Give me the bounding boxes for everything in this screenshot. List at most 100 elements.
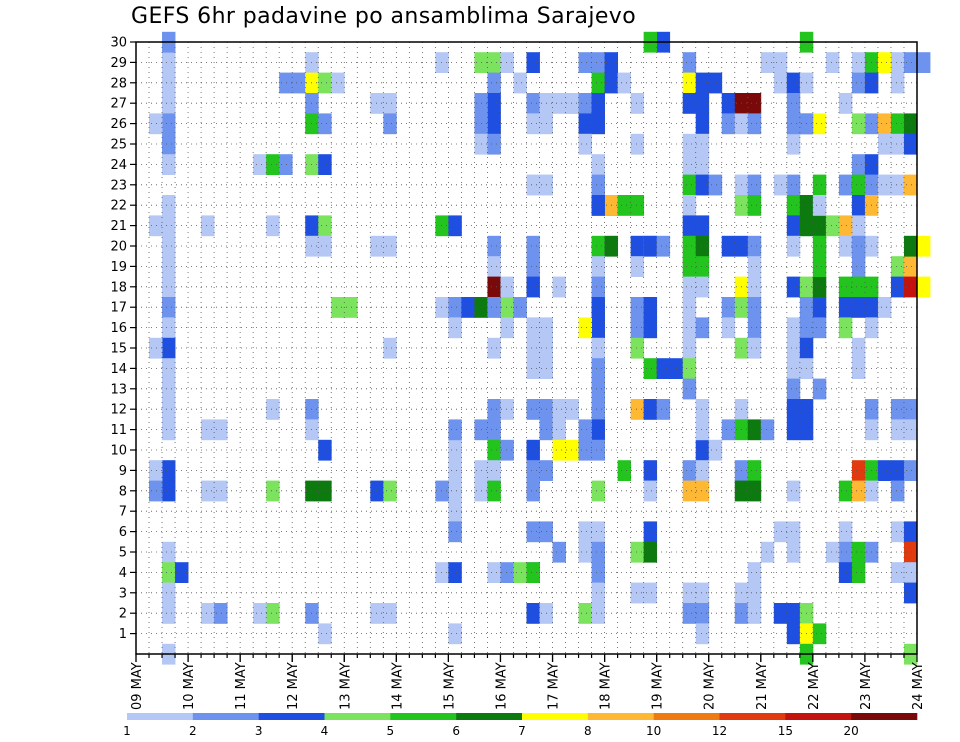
heatmap-cell bbox=[448, 501, 462, 522]
heatmap-cell bbox=[721, 297, 736, 318]
y-tick-label: 16 bbox=[110, 321, 127, 336]
heatmap-cell bbox=[708, 174, 723, 196]
heatmap-cell bbox=[630, 317, 645, 339]
heatmap-cell bbox=[786, 235, 801, 257]
heatmap-cell bbox=[591, 378, 605, 400]
heatmap-cell bbox=[695, 154, 710, 175]
x-tick-label: 23 MAY bbox=[859, 662, 874, 710]
heatmap-cell bbox=[695, 113, 710, 135]
heatmap-cell bbox=[526, 93, 540, 114]
heatmap-cell bbox=[695, 72, 710, 94]
heatmap-cell bbox=[591, 419, 605, 441]
y-tick-label: 3 bbox=[119, 586, 127, 601]
heatmap-cell bbox=[890, 562, 905, 583]
y-tick-label: 6 bbox=[119, 525, 127, 540]
heatmap-cell bbox=[487, 256, 501, 277]
colorbar-label: 7 bbox=[518, 724, 526, 738]
heatmap-cell bbox=[279, 72, 293, 94]
heatmap-cell bbox=[695, 399, 710, 420]
heatmap-cell bbox=[747, 480, 762, 502]
heatmap-cell bbox=[812, 256, 827, 277]
y-tick-label: 28 bbox=[110, 76, 127, 91]
y-tick-label: 30 bbox=[110, 36, 127, 51]
heatmap-cell bbox=[591, 358, 605, 379]
heatmap-cell bbox=[630, 582, 645, 604]
heatmap-cell bbox=[695, 419, 710, 441]
heatmap-cell bbox=[487, 113, 501, 135]
heatmap-cell bbox=[643, 297, 658, 318]
heatmap-cell bbox=[162, 541, 176, 563]
colorbar-swatch bbox=[785, 713, 852, 720]
colorbar-swatch bbox=[522, 713, 589, 720]
heatmap-cell bbox=[695, 276, 710, 298]
x-tick-label: 12 MAY bbox=[286, 662, 301, 710]
heatmap-cell bbox=[643, 235, 658, 257]
heatmap-cell bbox=[903, 460, 918, 481]
heatmap-cell bbox=[591, 317, 605, 339]
heatmap-cell bbox=[435, 480, 449, 502]
heatmap-cell bbox=[903, 174, 918, 196]
heatmap-cell bbox=[747, 195, 762, 216]
heatmap-cell bbox=[825, 215, 840, 237]
heatmap-cell bbox=[370, 480, 384, 502]
heatmap-cell bbox=[786, 521, 801, 543]
heatmap-cell bbox=[695, 439, 710, 461]
x-tick-label: 20 MAY bbox=[703, 662, 718, 710]
heatmap-cell bbox=[643, 358, 658, 379]
colorbar-label: 6 bbox=[452, 724, 460, 738]
heatmap-cell bbox=[877, 113, 892, 135]
y-tick-label: 17 bbox=[110, 301, 127, 316]
heatmap-cell bbox=[162, 419, 176, 441]
heatmap-cell bbox=[513, 562, 527, 583]
heatmap-cell bbox=[201, 480, 215, 502]
heatmap-cell bbox=[448, 317, 462, 339]
y-tick-label: 7 bbox=[119, 505, 127, 520]
heatmap-cell bbox=[903, 582, 918, 604]
heatmap-cell bbox=[162, 93, 176, 114]
heatmap-cell bbox=[162, 399, 176, 420]
heatmap-cell bbox=[786, 317, 801, 339]
heatmap-cell bbox=[617, 460, 632, 481]
heatmap-cell bbox=[591, 195, 605, 216]
heatmap-cell bbox=[747, 174, 762, 196]
colorbar-label: 20 bbox=[844, 724, 859, 738]
heatmap-cell bbox=[591, 562, 605, 583]
heatmap-cell bbox=[682, 256, 697, 277]
heatmap-cell bbox=[552, 93, 566, 114]
heatmap-cell bbox=[695, 256, 710, 277]
heatmap-cell bbox=[747, 297, 762, 318]
heatmap-cell bbox=[383, 337, 397, 359]
heatmap-cell bbox=[591, 93, 605, 114]
colorbar-swatch bbox=[324, 713, 391, 720]
heatmap-cell bbox=[682, 460, 697, 481]
heatmap-cell bbox=[643, 521, 658, 543]
heatmap-cell bbox=[682, 215, 697, 237]
heatmap-cell bbox=[591, 541, 605, 563]
heatmap-cell bbox=[630, 256, 645, 277]
heatmap-cell bbox=[526, 358, 540, 379]
y-tick-label: 18 bbox=[110, 280, 127, 295]
heatmap-cell bbox=[877, 133, 892, 155]
x-tick-label: 19 MAY bbox=[651, 662, 666, 710]
heatmap-cell bbox=[526, 562, 540, 583]
heatmap-cell bbox=[149, 113, 163, 135]
heatmap-cell bbox=[630, 297, 645, 318]
x-tick-label: 24 MAY bbox=[911, 662, 926, 710]
heatmap-cell bbox=[682, 52, 697, 73]
heatmap-cell bbox=[149, 215, 163, 237]
heatmap-cell bbox=[318, 72, 332, 94]
heatmap-cell bbox=[513, 72, 527, 94]
y-tick-label: 12 bbox=[110, 403, 127, 418]
heatmap-cell bbox=[162, 195, 176, 216]
heatmap-cell bbox=[721, 419, 736, 441]
heatmap-cell bbox=[682, 337, 697, 359]
heatmap-cell bbox=[682, 195, 697, 216]
heatmap-cell bbox=[851, 174, 866, 196]
heatmap-cell bbox=[383, 235, 397, 257]
heatmap-cell bbox=[890, 399, 905, 420]
y-tick-label: 15 bbox=[110, 342, 127, 357]
heatmap-cell bbox=[162, 215, 176, 237]
y-tick-label: 20 bbox=[110, 240, 127, 255]
heatmap-cell bbox=[851, 276, 866, 298]
